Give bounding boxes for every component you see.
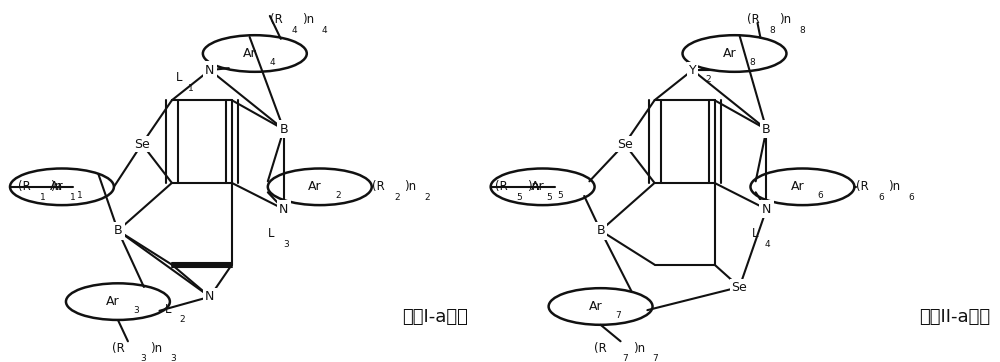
Text: 4: 4 xyxy=(765,240,770,249)
Text: 4: 4 xyxy=(322,26,328,34)
Text: Ar: Ar xyxy=(723,47,736,60)
Text: 7: 7 xyxy=(616,311,621,320)
Text: 4: 4 xyxy=(292,26,298,34)
Text: 2: 2 xyxy=(179,315,185,324)
Text: B: B xyxy=(279,123,288,136)
Text: 6: 6 xyxy=(818,191,823,200)
Text: L: L xyxy=(165,303,171,316)
Text: L: L xyxy=(268,227,274,240)
Text: 5: 5 xyxy=(558,191,563,200)
Text: 1: 1 xyxy=(40,193,46,202)
Text: 2: 2 xyxy=(706,75,711,84)
Text: 8: 8 xyxy=(800,26,805,34)
Text: L: L xyxy=(176,71,183,84)
Text: )n: )n xyxy=(779,13,792,26)
Text: B: B xyxy=(596,224,605,237)
Text: (R: (R xyxy=(372,180,384,193)
Text: )n: )n xyxy=(404,180,416,193)
Text: 6: 6 xyxy=(879,193,884,202)
Text: 2: 2 xyxy=(424,193,430,202)
Text: )n: )n xyxy=(50,180,62,193)
Text: 1: 1 xyxy=(77,191,83,200)
Text: 2: 2 xyxy=(394,193,400,202)
Text: )n: )n xyxy=(150,342,162,355)
Text: (R: (R xyxy=(270,13,283,26)
Text: Se: Se xyxy=(617,138,632,151)
Text: 3: 3 xyxy=(283,240,289,249)
Text: )n: )n xyxy=(888,180,901,193)
Text: B: B xyxy=(114,224,122,237)
Text: 式（II-a）；: 式（II-a）； xyxy=(919,308,990,326)
Text: N: N xyxy=(205,64,215,76)
Text: 7: 7 xyxy=(653,354,658,362)
Text: (R: (R xyxy=(856,180,869,193)
Text: (R: (R xyxy=(495,180,507,193)
Text: 式（I-a）；: 式（I-a）； xyxy=(402,308,468,326)
Text: 1: 1 xyxy=(188,84,194,93)
Text: 8: 8 xyxy=(770,26,775,34)
Text: L: L xyxy=(751,227,758,240)
Text: 5: 5 xyxy=(547,193,552,202)
Text: Y: Y xyxy=(689,64,696,76)
Text: 1: 1 xyxy=(70,193,76,202)
Text: Se: Se xyxy=(732,281,747,294)
Text: 6: 6 xyxy=(908,193,914,202)
Text: (R: (R xyxy=(747,13,760,26)
Text: B: B xyxy=(762,123,771,136)
Text: Ar: Ar xyxy=(50,180,64,193)
Text: )n: )n xyxy=(302,13,314,26)
Text: (R: (R xyxy=(18,180,31,193)
Text: Ar: Ar xyxy=(791,180,804,193)
Text: 3: 3 xyxy=(170,354,176,362)
Text: 3: 3 xyxy=(140,354,146,362)
Text: 2: 2 xyxy=(335,191,341,200)
Text: Ar: Ar xyxy=(308,180,322,193)
Text: Ar: Ar xyxy=(531,180,544,193)
Text: (R: (R xyxy=(594,342,607,355)
Text: 8: 8 xyxy=(750,58,755,67)
Text: 5: 5 xyxy=(517,193,523,202)
Text: 4: 4 xyxy=(270,58,276,67)
Text: Ar: Ar xyxy=(243,47,257,60)
Text: 3: 3 xyxy=(133,306,139,315)
Text: Ar: Ar xyxy=(589,300,602,313)
Text: Ar: Ar xyxy=(106,295,120,308)
Text: Se: Se xyxy=(134,138,150,151)
Text: N: N xyxy=(762,203,771,216)
Text: (R: (R xyxy=(112,342,124,355)
Text: )n: )n xyxy=(633,342,645,355)
Text: 7: 7 xyxy=(623,354,628,362)
Text: )n: )n xyxy=(527,180,539,193)
Text: N: N xyxy=(205,290,215,303)
Text: N: N xyxy=(279,203,288,216)
